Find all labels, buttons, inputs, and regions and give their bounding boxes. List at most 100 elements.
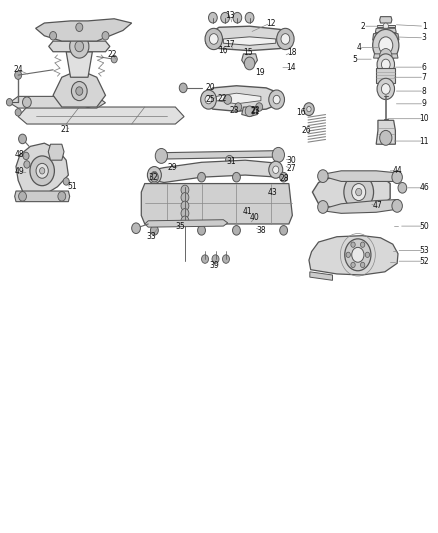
Polygon shape: [374, 54, 398, 58]
Circle shape: [256, 103, 263, 111]
Circle shape: [36, 164, 48, 178]
Polygon shape: [376, 68, 396, 83]
Text: 46: 46: [419, 183, 429, 192]
Circle shape: [379, 37, 393, 54]
Circle shape: [148, 166, 161, 183]
Text: 11: 11: [420, 136, 429, 146]
Polygon shape: [375, 28, 396, 33]
Circle shape: [377, 54, 395, 75]
Circle shape: [181, 216, 189, 225]
Text: 23: 23: [251, 106, 261, 115]
Circle shape: [381, 59, 390, 70]
Text: 4: 4: [356, 43, 361, 52]
Text: 24: 24: [13, 66, 23, 74]
Text: 27: 27: [286, 164, 296, 173]
Circle shape: [181, 201, 189, 211]
Circle shape: [380, 49, 392, 63]
Text: 16: 16: [296, 108, 306, 117]
Circle shape: [221, 12, 230, 23]
Circle shape: [224, 95, 232, 104]
Circle shape: [280, 172, 288, 182]
Circle shape: [212, 255, 219, 263]
Polygon shape: [202, 86, 282, 111]
Text: 13: 13: [226, 11, 235, 20]
Polygon shape: [35, 19, 132, 41]
Circle shape: [18, 191, 26, 201]
Text: 32: 32: [148, 173, 158, 182]
Circle shape: [345, 239, 371, 271]
Text: 26: 26: [301, 126, 311, 135]
Circle shape: [198, 225, 205, 235]
Text: 1: 1: [422, 22, 427, 31]
Text: 39: 39: [210, 261, 219, 270]
Polygon shape: [242, 107, 258, 117]
Text: 20: 20: [205, 83, 215, 92]
Circle shape: [181, 192, 189, 202]
Polygon shape: [48, 144, 64, 160]
Circle shape: [223, 255, 230, 263]
Circle shape: [23, 152, 29, 160]
Text: 5: 5: [352, 55, 357, 63]
Circle shape: [226, 156, 233, 165]
Polygon shape: [242, 54, 258, 67]
Circle shape: [318, 200, 328, 213]
Circle shape: [281, 34, 290, 44]
Circle shape: [245, 106, 254, 117]
Polygon shape: [312, 172, 390, 211]
Polygon shape: [14, 191, 70, 201]
Circle shape: [24, 161, 30, 168]
Circle shape: [71, 82, 87, 101]
Text: 33: 33: [146, 232, 156, 241]
Circle shape: [398, 182, 407, 193]
Polygon shape: [318, 171, 401, 181]
Text: 52: 52: [420, 257, 429, 265]
Circle shape: [233, 225, 240, 235]
Polygon shape: [206, 26, 293, 51]
Circle shape: [360, 262, 365, 268]
Text: 28: 28: [280, 174, 289, 183]
Circle shape: [273, 95, 280, 104]
Circle shape: [75, 41, 84, 52]
Polygon shape: [223, 37, 276, 45]
Polygon shape: [18, 107, 184, 124]
Circle shape: [205, 95, 212, 104]
Circle shape: [381, 84, 390, 94]
Circle shape: [304, 103, 314, 116]
Text: 49: 49: [14, 167, 24, 176]
Circle shape: [179, 83, 187, 93]
Circle shape: [377, 78, 395, 100]
Text: 47: 47: [372, 201, 382, 211]
Text: 9: 9: [422, 99, 427, 108]
Circle shape: [351, 262, 355, 268]
Circle shape: [360, 242, 365, 247]
Text: 17: 17: [225, 40, 235, 49]
Text: 40: 40: [250, 213, 260, 222]
Circle shape: [272, 148, 285, 163]
Circle shape: [209, 34, 218, 44]
Circle shape: [208, 12, 217, 23]
Text: 22: 22: [218, 94, 227, 103]
Polygon shape: [380, 17, 392, 23]
Circle shape: [70, 35, 89, 58]
Circle shape: [15, 109, 21, 116]
Circle shape: [76, 87, 83, 95]
Text: 16: 16: [219, 46, 228, 55]
Text: 21: 21: [251, 107, 261, 116]
Circle shape: [344, 174, 374, 210]
Circle shape: [383, 23, 389, 29]
Circle shape: [39, 167, 45, 174]
Circle shape: [49, 31, 57, 40]
Circle shape: [373, 29, 399, 61]
Circle shape: [58, 191, 66, 201]
Polygon shape: [310, 272, 332, 280]
Circle shape: [150, 172, 158, 182]
Text: 21: 21: [60, 125, 70, 134]
Polygon shape: [377, 25, 395, 27]
Text: 22: 22: [108, 51, 117, 59]
Text: 43: 43: [267, 188, 277, 197]
Circle shape: [365, 252, 370, 257]
Circle shape: [30, 156, 54, 185]
Text: 31: 31: [226, 157, 236, 166]
Circle shape: [201, 255, 208, 263]
Circle shape: [245, 12, 254, 23]
